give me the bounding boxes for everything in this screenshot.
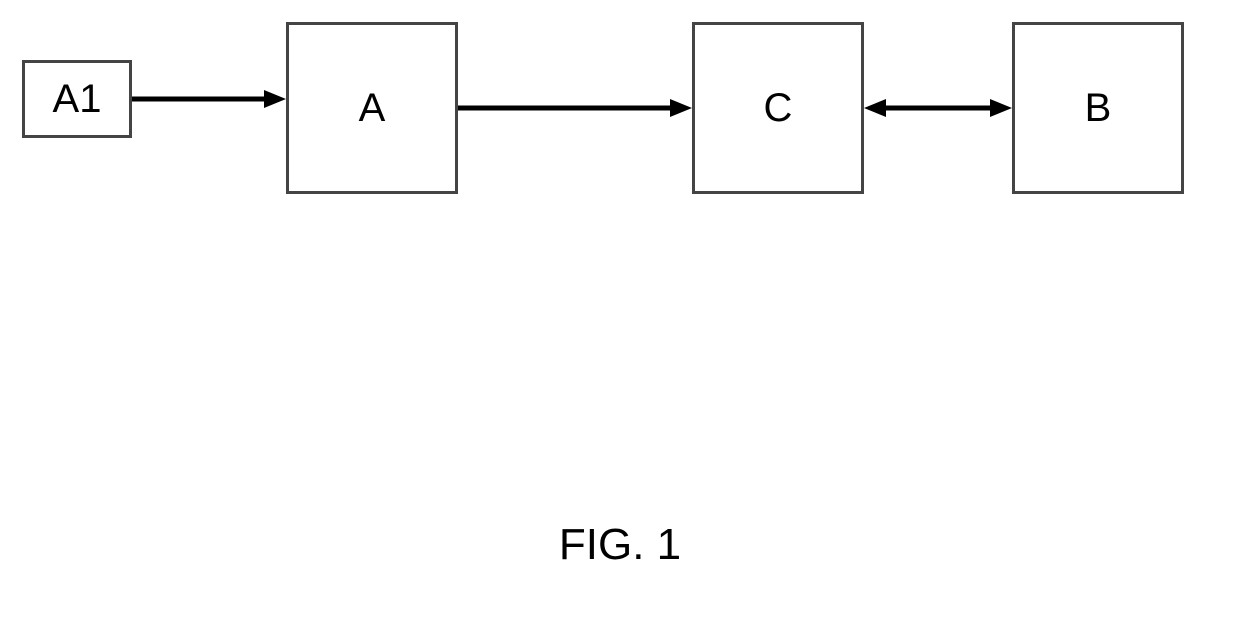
node-b: B: [1012, 22, 1184, 194]
node-a: A: [286, 22, 458, 194]
edge-c-b: [864, 99, 1012, 117]
node-c: C: [692, 22, 864, 194]
node-label-b: B: [1085, 86, 1112, 131]
figure-caption: FIG. 1: [0, 520, 1240, 570]
diagram-container: FIG. 1 A1 A C B: [0, 0, 1240, 629]
node-a1: A1: [22, 60, 132, 138]
node-label-c: C: [764, 86, 793, 131]
node-label-a: A: [359, 86, 386, 131]
edge-a1-a: [132, 90, 286, 108]
node-label-a1: A1: [53, 77, 102, 122]
edge-a-c: [458, 99, 692, 117]
